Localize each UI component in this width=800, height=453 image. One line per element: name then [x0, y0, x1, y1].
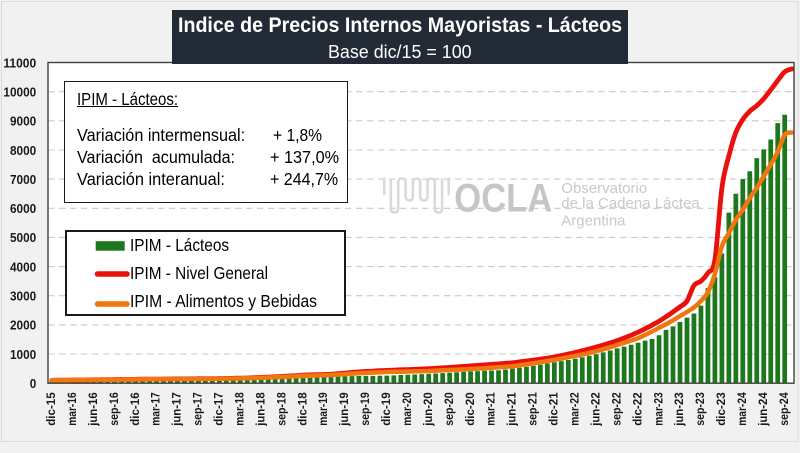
svg-text:mar-22: mar-22: [570, 392, 582, 426]
svg-text:sep-21: sep-21: [528, 392, 540, 426]
svg-text:jun-19: jun-19: [339, 392, 351, 426]
svg-text:sep-23: sep-23: [695, 392, 707, 426]
svg-text:8000: 8000: [10, 143, 36, 158]
svg-text:3000: 3000: [10, 289, 36, 304]
svg-text:1000: 1000: [10, 347, 36, 362]
svg-text:mar-20: mar-20: [402, 392, 414, 426]
svg-text:mar-18: mar-18: [235, 392, 247, 426]
svg-text:OCLA: OCLA: [454, 177, 552, 221]
svg-text:dic-21: dic-21: [549, 392, 561, 426]
svg-text:0: 0: [30, 376, 37, 391]
svg-text:sep-24: sep-24: [779, 392, 791, 426]
svg-text:jun-22: jun-22: [590, 392, 602, 426]
svg-text:sep-16: sep-16: [109, 392, 121, 426]
svg-text:dic-16: dic-16: [130, 392, 142, 426]
svg-text:2000: 2000: [10, 318, 36, 333]
svg-text:10000: 10000: [3, 85, 36, 100]
svg-text:sep-17: sep-17: [193, 392, 205, 426]
svg-text:mar-16: mar-16: [67, 392, 79, 426]
svg-text:Argentina: Argentina: [561, 212, 626, 229]
svg-text:jun-20: jun-20: [423, 392, 435, 426]
svg-text:dic-20: dic-20: [465, 392, 477, 426]
svg-text:5000: 5000: [10, 230, 36, 245]
svg-text:dic-23: dic-23: [716, 392, 728, 426]
svg-text:7000: 7000: [10, 172, 36, 187]
svg-text:mar-17: mar-17: [151, 392, 163, 426]
svg-text:jun-16: jun-16: [88, 392, 100, 426]
svg-text:mar-24: mar-24: [737, 392, 749, 426]
svg-text:dic-19: dic-19: [381, 392, 393, 426]
svg-text:11000: 11000: [3, 55, 36, 70]
svg-text:de la Cadena Láctea: de la Cadena Láctea: [561, 195, 700, 212]
svg-text:jun-24: jun-24: [758, 392, 770, 427]
svg-text:Observatorio: Observatorio: [561, 180, 647, 197]
svg-text:mar-23: mar-23: [653, 392, 665, 426]
svg-text:sep-18: sep-18: [276, 392, 288, 426]
svg-text:dic-15: dic-15: [46, 392, 58, 426]
svg-text:sep-19: sep-19: [360, 392, 372, 426]
svg-text:jun-17: jun-17: [172, 392, 184, 426]
svg-text:4000: 4000: [10, 259, 36, 274]
svg-text:dic-17: dic-17: [214, 392, 226, 426]
svg-text:jun-23: jun-23: [674, 392, 686, 426]
svg-text:6000: 6000: [10, 201, 36, 216]
svg-text:9000: 9000: [10, 114, 36, 129]
svg-text:sep-20: sep-20: [444, 392, 456, 426]
svg-text:mar-21: mar-21: [486, 392, 498, 426]
svg-text:jun-18: jun-18: [255, 392, 267, 427]
svg-text:sep-22: sep-22: [611, 392, 623, 426]
svg-text:dic-22: dic-22: [632, 392, 644, 426]
svg-text:jun-21: jun-21: [507, 392, 519, 427]
svg-text:dic-18: dic-18: [297, 392, 309, 426]
svg-text:mar-19: mar-19: [318, 392, 330, 426]
